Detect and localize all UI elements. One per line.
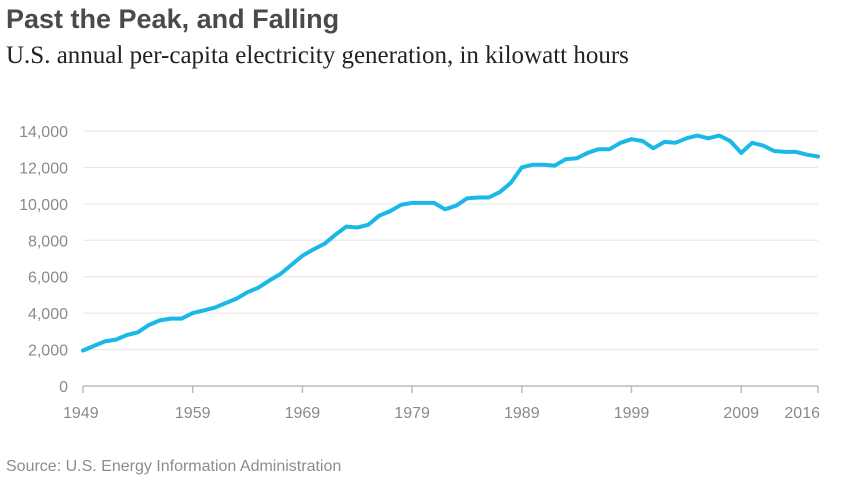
x-axis-ticks: 1949 1959 1969 1979 1989 1999 2009 2016	[63, 386, 820, 422]
x-tick-label: 1979	[394, 405, 430, 422]
y-tick-label: 14,000	[19, 124, 68, 141]
y-tick-label: 12,000	[19, 160, 68, 177]
y-tick-label: 10,000	[19, 197, 68, 214]
source-note: Source: U.S. Energy Information Administ…	[6, 458, 342, 475]
y-tick-label: 8,000	[28, 233, 68, 250]
y-tick-label: 0	[59, 379, 68, 396]
x-tick-label: 2009	[723, 405, 759, 422]
y-tick-label: 4,000	[28, 306, 68, 323]
gridlines	[83, 130, 818, 351]
series-layer	[81, 133, 820, 353]
x-tick-label: 1959	[175, 405, 211, 422]
x-tick-label: 1949	[63, 405, 99, 422]
x-tick-label: 1969	[285, 405, 321, 422]
series-line	[81, 133, 820, 353]
chart-subtitle: U.S. annual per-capita electricity gener…	[6, 42, 629, 69]
chart-title: Past the Peak, and Falling	[6, 4, 340, 34]
x-tick-label: 1989	[504, 405, 540, 422]
x-tick-label: 1999	[614, 405, 650, 422]
y-tick-label: 2,000	[28, 343, 68, 360]
y-tick-label: 6,000	[28, 270, 68, 287]
y-axis-ticks: 0 2,000 4,000 6,000 8,000 10,000 12,000 14,000	[19, 124, 68, 396]
x-tick-label: 2016	[784, 405, 820, 422]
